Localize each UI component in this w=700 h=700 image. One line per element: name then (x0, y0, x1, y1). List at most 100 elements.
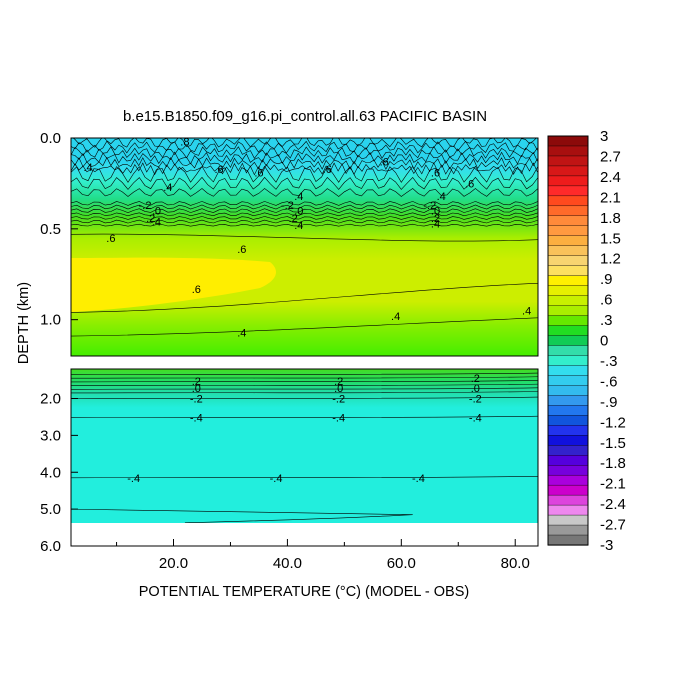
colorbar-frame (547, 135, 589, 546)
colorbar-swatch (547, 365, 589, 377)
contour-label: .2 (334, 376, 343, 388)
colorbar-label: 2.1 (600, 189, 621, 206)
colorbar-swatch (547, 255, 589, 267)
contour-label: -.4 (332, 413, 345, 425)
contour-label: .4 (152, 217, 161, 229)
contour-line (71, 208, 538, 214)
upper-panel-field (71, 138, 538, 356)
contour-label: .4 (522, 306, 531, 318)
y-tick-label: 4.0 (40, 464, 61, 481)
contour-line (71, 233, 538, 242)
colorbar-swatch (547, 425, 589, 436)
contour-line (71, 162, 538, 176)
contour-label: .6 (465, 178, 474, 190)
lower-contour-lines (70, 372, 539, 524)
contour-label: -.4 (190, 413, 203, 425)
y-tick-label: 1.0 (40, 312, 61, 329)
y-tick-label: 0.5 (40, 221, 61, 238)
contour-line (70, 396, 539, 399)
contour-line (70, 387, 539, 390)
contour-line (71, 165, 538, 183)
colorbar-label: 2.7 (600, 148, 621, 165)
contour-label: .4 (391, 311, 400, 323)
contour-label: .2 (289, 213, 298, 225)
colorbar-swatch (547, 225, 589, 237)
colorbar-swatch (547, 405, 589, 416)
colorbar-swatch (547, 464, 589, 476)
contour-line (71, 156, 538, 170)
contour-line (71, 219, 538, 224)
warm-core-region (71, 257, 276, 312)
colorbar-swatch (547, 295, 589, 307)
contour-label: .4 (294, 191, 303, 203)
lower-panel-frame (70, 368, 539, 547)
contour-line (71, 201, 538, 206)
colorbar-label: .3 (600, 312, 613, 329)
y-tick-label: 3.0 (40, 427, 61, 444)
colorbar-label: 1.8 (600, 210, 621, 227)
colorbar-label: -2.1 (600, 476, 626, 493)
y-axis-label: DEPTH (km) (16, 282, 32, 364)
contour-label: .0 (471, 383, 480, 395)
contour-label: .6 (254, 168, 263, 180)
contour-label: .6 (380, 157, 389, 169)
colorbar-swatch (547, 245, 589, 257)
colorbar-label: -.6 (600, 373, 618, 390)
contour-line (70, 476, 539, 479)
colorbar-swatch (547, 514, 589, 526)
x-tick-label: 20.0 (159, 555, 188, 572)
contour-label: .4 (437, 191, 446, 203)
colorbar-swatch (547, 415, 589, 426)
contour-line (71, 216, 538, 220)
colorbar-swatch (547, 265, 589, 277)
contour-label: .4 (83, 162, 92, 174)
contour-label: .0 (431, 206, 440, 218)
contour-label: -.2 (281, 200, 294, 212)
contour-line (71, 140, 538, 154)
colorbar-swatch (547, 135, 589, 147)
contour-label: .0 (152, 206, 161, 218)
colorbar-swatch (547, 205, 589, 217)
contour-line (71, 188, 538, 197)
contour-label: .6 (431, 168, 440, 180)
colorbar-swatch (547, 185, 589, 197)
contour-label: -.4 (469, 413, 482, 425)
contour-line (70, 372, 539, 375)
colorbar-label: -.9 (600, 394, 618, 411)
colorbar-swatch (547, 435, 589, 446)
contour-line (70, 415, 539, 418)
contour-label: .4 (294, 220, 303, 232)
colorbar-swatch (547, 375, 589, 386)
contour-label: .4 (163, 182, 172, 194)
colorbar-swatch (547, 235, 589, 247)
upper-panel-frame (70, 137, 539, 357)
chart-title: b.e15.B1850.f09_g16.pi_control.all.63 PA… (123, 108, 487, 125)
colorbar-swatch (547, 385, 589, 396)
colorbar-swatch (547, 335, 589, 347)
colorbar-label: -1.8 (600, 455, 626, 472)
colorbar-label: -2.7 (600, 517, 626, 534)
upper-panel: 0.00.51.0 .8.4.6.6.6.6.6.6.4.4.4-.2.0.2.… (40, 130, 539, 357)
x-axis-ticks: 20.0 40.0 60.0 80.0 (116, 539, 530, 572)
contour-label: .6 (106, 233, 115, 245)
contour-label: .2 (471, 373, 480, 385)
colorbar-label: .9 (600, 271, 613, 288)
colorbar-swatch (547, 285, 589, 297)
y-tick-label: 5.0 (40, 501, 61, 518)
y-tick-label: 0.0 (40, 130, 61, 147)
colorbar-swatch (547, 165, 589, 177)
contour-label: .8 (180, 137, 189, 149)
colorbar-swatch (547, 455, 589, 466)
colorbar-label: -1.2 (600, 414, 626, 431)
upper-contour-labels: .8.4.6.6.6.6.6.6.4.4.4-.2.0.2.4-.2.0.2.4… (83, 137, 531, 340)
lower-panel-field (71, 369, 538, 524)
colorbar-swatch (547, 195, 589, 207)
colorbar-swatch (547, 445, 589, 456)
colorbar-swatch (547, 484, 589, 496)
colorbar (547, 135, 589, 546)
lower-panel-blank (71, 523, 538, 546)
contour-line (71, 283, 538, 313)
contour-label: .6 (192, 284, 201, 296)
x-tick-label: 60.0 (387, 555, 416, 572)
y-tick-label: 6.0 (40, 538, 61, 555)
